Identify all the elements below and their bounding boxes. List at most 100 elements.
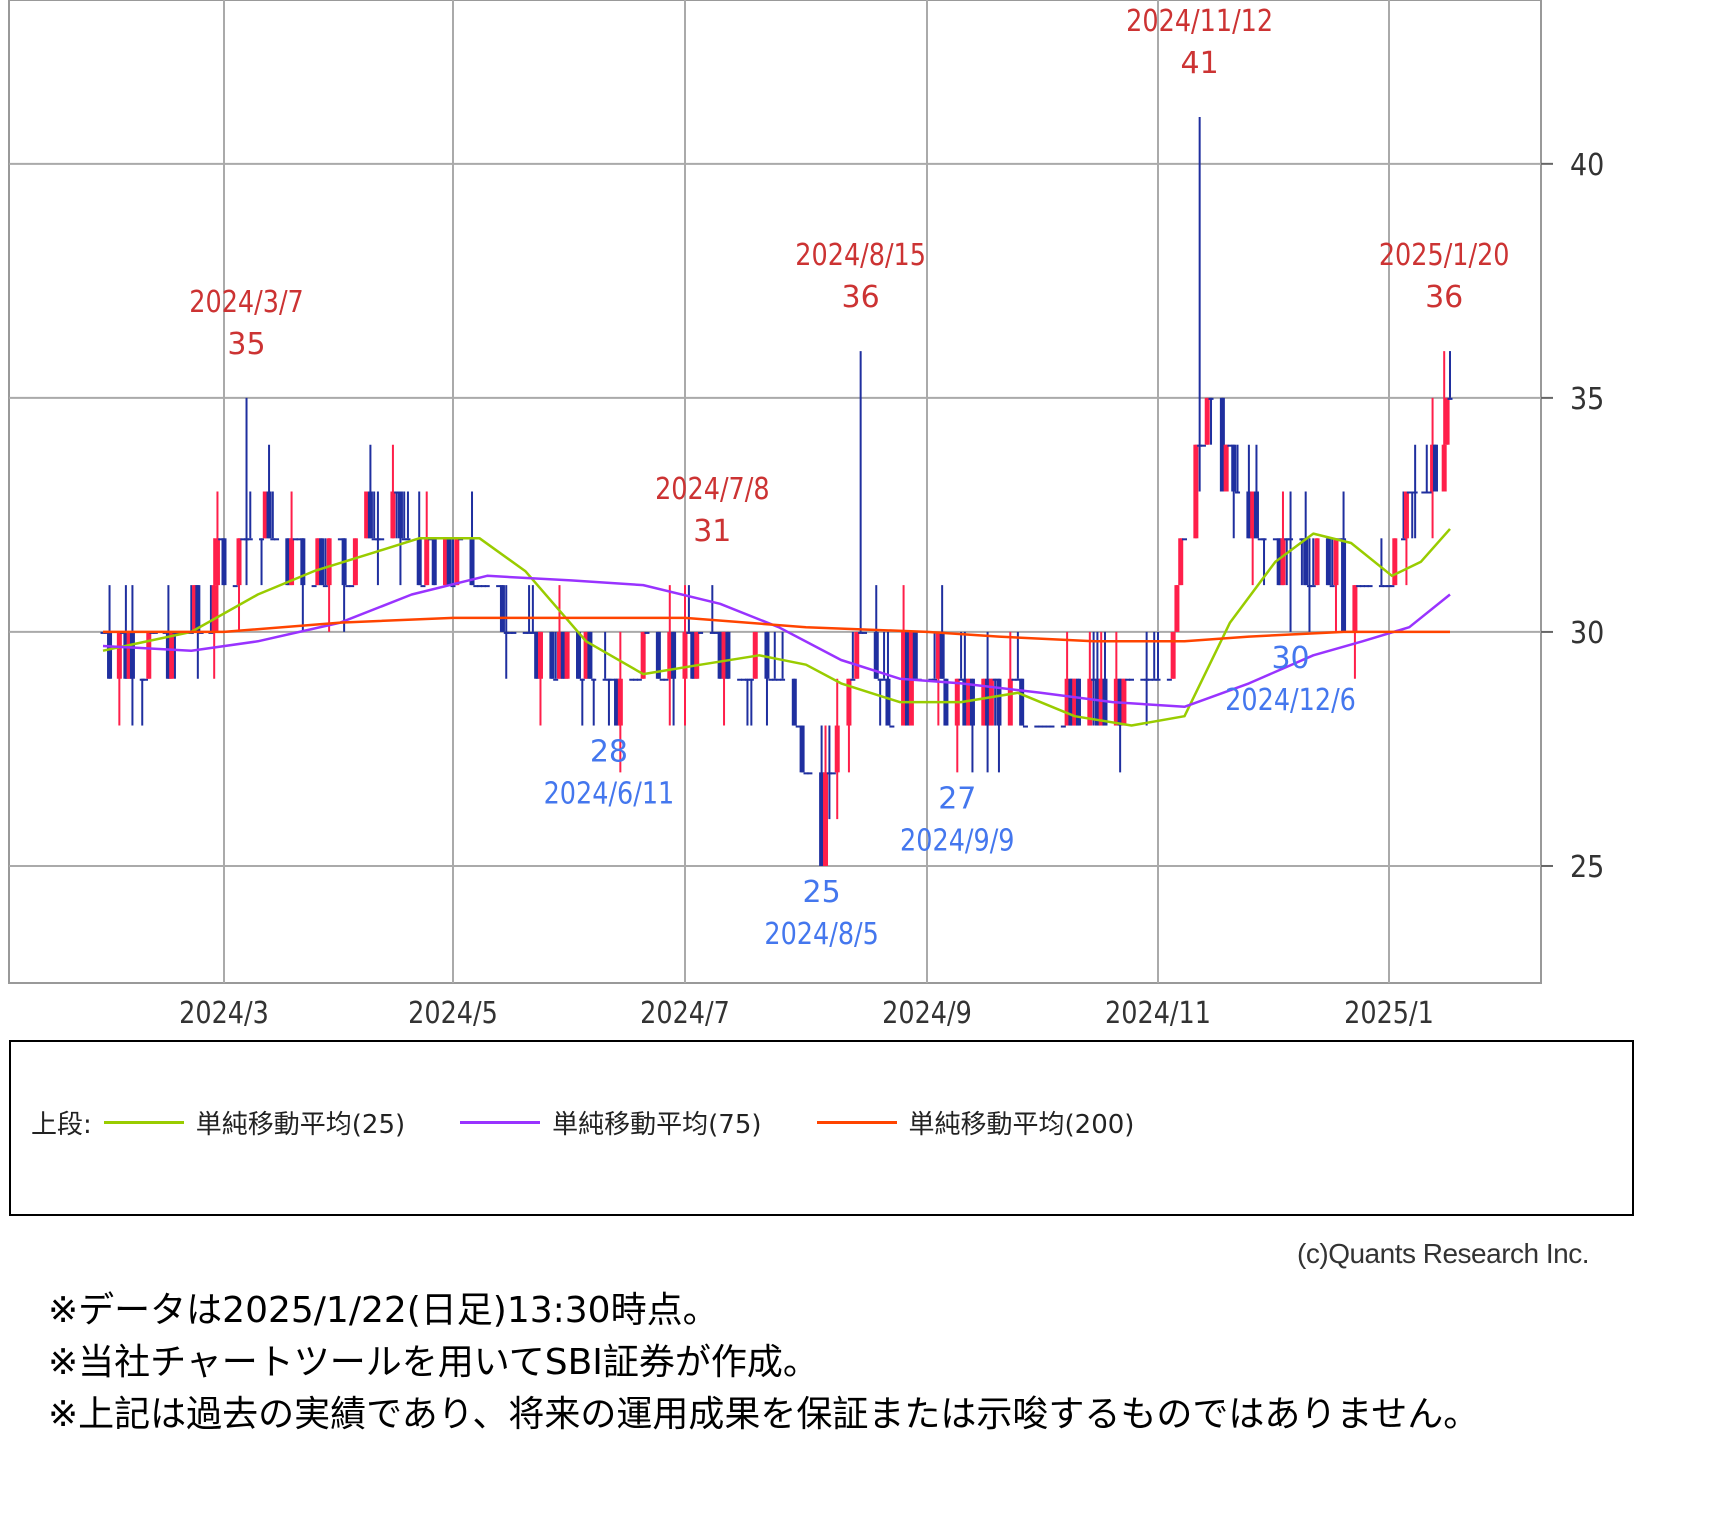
candle-body	[450, 585, 456, 588]
candle-body	[1182, 538, 1188, 541]
candle-body	[296, 538, 302, 541]
candle-body	[390, 491, 396, 539]
candle-body	[1299, 538, 1305, 541]
candle-body	[401, 538, 407, 541]
candle-body	[537, 631, 543, 679]
candle-body	[981, 678, 987, 726]
candle-body	[1367, 585, 1373, 588]
candle-body	[1306, 585, 1312, 588]
x-tick-label: 2024/9	[882, 995, 972, 1031]
candle-body	[397, 491, 403, 539]
legend-box: 上段: 単純移動平均(25) 単純移動平均(75) 単純移動平均(200)	[9, 1040, 1634, 1216]
candle-body	[1341, 538, 1347, 632]
candle-body	[1424, 491, 1430, 494]
candle-body	[326, 538, 332, 586]
candle-body	[928, 678, 934, 681]
candle-body	[636, 678, 642, 681]
candle-body	[1007, 678, 1013, 726]
legend-label-ma200: 単純移動平均(200)	[908, 1110, 1135, 1140]
candle-body	[367, 491, 373, 539]
candle-body	[211, 585, 217, 632]
candle-body	[877, 678, 883, 681]
candle-body	[846, 678, 852, 726]
candle-body	[1246, 491, 1252, 539]
candle-body	[266, 491, 272, 539]
candle-body	[1314, 538, 1320, 586]
annotation-date: 2024/12/6	[1225, 682, 1356, 718]
candle-body	[1389, 585, 1395, 588]
candle-body	[1235, 491, 1241, 494]
x-tick-label: 2024/3	[179, 995, 269, 1031]
candle-body	[823, 772, 829, 866]
candle-body	[259, 538, 265, 541]
candle-body	[556, 631, 562, 679]
candle-body	[522, 631, 528, 634]
candle-body	[803, 772, 809, 775]
candle-body	[629, 678, 635, 681]
candle-body	[477, 585, 483, 588]
candle-body	[549, 631, 555, 679]
candle-body	[169, 631, 175, 679]
candle-body	[394, 491, 400, 494]
candle-body	[1310, 585, 1316, 588]
candle-body	[826, 772, 832, 775]
candle-body	[610, 678, 616, 681]
y-tick-label: 25	[1570, 850, 1604, 885]
candle-body	[721, 631, 727, 679]
legend-label-ma25: 単純移動平均(25)	[195, 1110, 406, 1140]
y-axis-ticks: 25 30 35 40	[1541, 148, 1604, 885]
annotation-value: 31	[693, 514, 731, 549]
candle-body	[1280, 538, 1286, 586]
candle-body	[1363, 585, 1369, 588]
candle-body	[1170, 631, 1176, 679]
candle-body	[1430, 444, 1436, 492]
low-annotation: 27 2024/9/9	[900, 781, 1014, 858]
candle-body	[1288, 538, 1294, 541]
candle-body	[969, 678, 975, 726]
candle-body	[1447, 397, 1453, 400]
candle-body	[416, 538, 422, 586]
copyright-text: (c)Quants Research Inc.	[1297, 1238, 1589, 1269]
candle-body	[274, 538, 280, 541]
candle-body	[1072, 678, 1078, 726]
candle-body	[405, 538, 411, 541]
candle-body	[126, 631, 132, 679]
candle-body	[195, 585, 201, 632]
candle-body	[1219, 397, 1225, 492]
annotation-value: 35	[227, 327, 265, 362]
candle-body	[741, 678, 747, 681]
candle-body	[1144, 678, 1150, 681]
candle-body	[1386, 585, 1392, 588]
annotation-value: 30	[1271, 641, 1309, 676]
candle-body	[214, 538, 220, 586]
candle-body	[725, 631, 731, 679]
high-annotation: 2024/7/8 31	[655, 471, 769, 549]
candle-body	[602, 678, 608, 681]
candle-body	[262, 491, 268, 539]
candle-body	[694, 631, 700, 679]
candle-body	[1378, 585, 1384, 588]
candle-body	[146, 631, 152, 679]
candle-body	[123, 631, 129, 679]
candle-body	[1261, 538, 1267, 541]
candle-body	[1075, 678, 1081, 726]
annotation-date: 2024/7/8	[655, 471, 769, 507]
candle-body	[799, 725, 805, 773]
candle-body	[1147, 678, 1153, 681]
candle-body	[1409, 491, 1415, 494]
annotation-date: 2025/1/20	[1379, 237, 1510, 273]
candle-body	[420, 585, 426, 588]
high-annotation: 2024/11/12 41	[1126, 3, 1273, 81]
candle-body	[1140, 678, 1146, 681]
x-tick-label: 2024/7	[640, 995, 730, 1031]
candle-body	[375, 538, 381, 541]
candle-body	[1098, 678, 1104, 726]
annotation-value: 25	[803, 875, 841, 910]
candle-body	[247, 538, 253, 541]
candle-body	[139, 678, 145, 681]
candle-body	[424, 538, 430, 586]
candle-body	[1015, 678, 1021, 681]
candle-body	[165, 631, 171, 679]
candle-body	[576, 631, 582, 679]
candle-body	[1352, 585, 1358, 632]
